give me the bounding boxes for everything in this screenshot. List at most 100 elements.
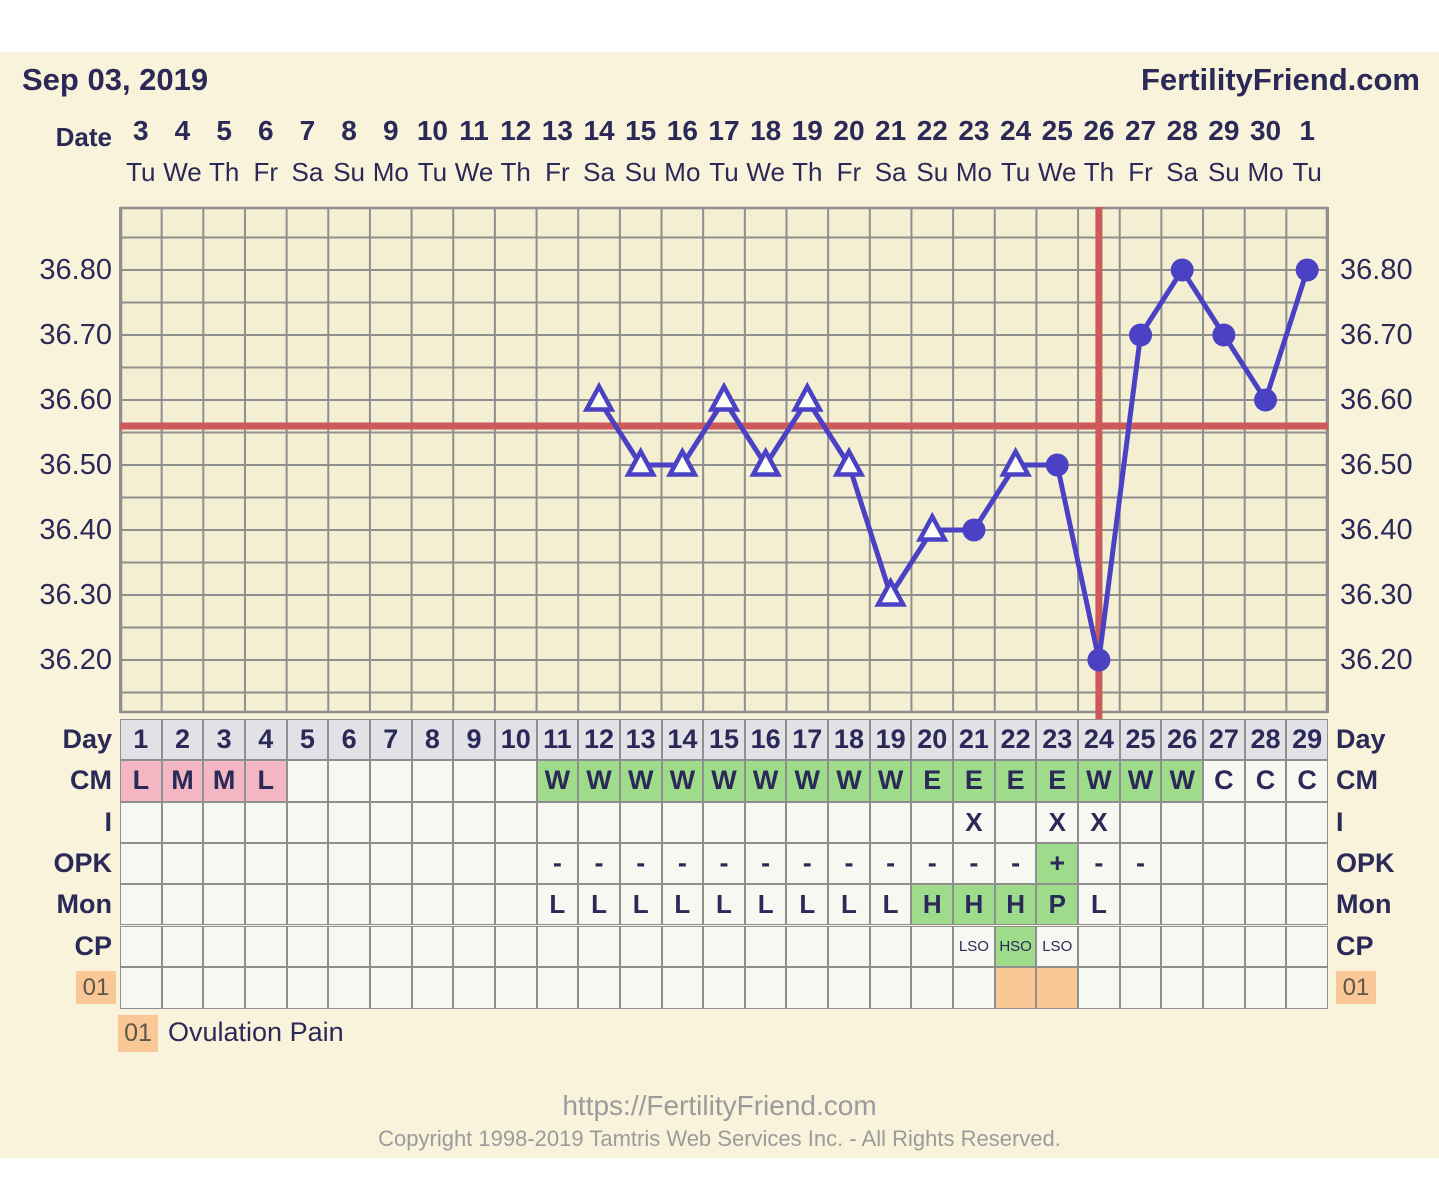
cp-cell [369,925,412,967]
day-cell: 13 [619,719,662,761]
day-cell: 4 [244,719,287,761]
weekday-abbr: Sa [1166,157,1199,187]
opk-cell: - [703,842,745,885]
page-title-date: Sep 03, 2019 [22,62,209,97]
cm-cell: W [1161,760,1204,802]
opk-cell: - [953,842,995,885]
cm-cell: W [1119,760,1162,802]
cp-cell [1203,925,1245,967]
row-label-opk: OPK [53,847,112,878]
i-cell [161,801,204,843]
opk-cell: - [911,842,954,885]
opk-cell [120,842,162,885]
y-tick-left: 36.30 [39,579,112,611]
opk-cell: + [1036,842,1079,885]
i-cell: X [1078,801,1120,843]
cp-cell [1078,925,1120,967]
y-tick-right: 36.30 [1340,579,1413,611]
i-cell [703,801,745,843]
opk-cell [494,842,537,885]
cm-cell [328,760,370,802]
i-cell: X [953,801,995,843]
i-cell [536,801,579,843]
opk-cell [411,842,454,885]
opk-cell [1286,842,1328,885]
date-number: 21 [875,115,907,146]
opk-cell [286,842,329,885]
date-number: 19 [791,115,823,146]
symbol-cell [1244,966,1287,1009]
i-cell [786,801,829,843]
cm-cell: W [619,760,662,802]
weekday-abbr: Mo [372,157,409,187]
mon-cell: L [578,884,620,926]
symbol-cell [203,966,245,1009]
cm-cell [411,760,454,802]
weekday-abbr: Su [624,157,657,187]
mon-cell [203,884,245,926]
date-number: 14 [583,115,615,146]
i-cell [411,801,454,843]
opk-cell [1161,842,1204,885]
y-tick-right: 36.70 [1340,319,1413,351]
i-cell [369,801,412,843]
opk-cell: - [828,842,870,885]
cp-cell [328,925,370,967]
cp-cell [703,925,745,967]
footer-link[interactable]: https://FertilityFriend.com [562,1090,877,1121]
cm-cell [453,760,495,802]
date-number: 17 [708,115,740,146]
row-label-mon: Mon [1336,889,1392,920]
symbol-cell [286,966,329,1009]
date-number: 16 [666,115,698,146]
cp-cell [1119,925,1162,967]
date-axis-label: Date [55,122,112,152]
weekday-abbr: We [746,157,785,187]
mon-cell [244,884,287,926]
mon-cell [369,884,412,926]
symbol-cell [1286,966,1328,1009]
row-label-day: Day [62,724,112,754]
row-label-opk: OPK [1336,847,1395,878]
day-cell: 11 [536,719,579,761]
cp-cell [911,925,954,967]
symbol-cell [911,966,954,1009]
y-tick-right: 36.20 [1340,644,1413,676]
cp-cell [619,925,662,967]
cp-cell: LSO [953,925,995,967]
date-number: 5 [216,115,232,146]
i-cell [244,801,287,843]
date-number: 24 [1000,115,1032,146]
y-tick-left: 36.50 [39,449,112,481]
cm-cell: M [203,760,245,802]
cp-cell [578,925,620,967]
i-cell [1119,801,1162,843]
y-tick-left: 36.60 [39,384,112,416]
cm-cell [286,760,329,802]
y-tick-left: 36.20 [39,644,112,676]
table-row-day: 1 2 3 4 5 6 7 8 9 10 11 12 13 14 15 16 17 18 19 20 21 22 23 24 2… [120,719,1328,761]
weekday-abbr: Su [1207,157,1240,187]
footer-copyright: Copyright 1998-2019 Tamtris Web Services… [378,1126,1061,1151]
i-cell [1203,801,1245,843]
mon-cell: L [661,884,704,926]
mon-cell [161,884,204,926]
mon-cell [286,884,329,926]
day-cell: 28 [1244,719,1287,761]
i-cell [911,801,954,843]
cm-cell: W [828,760,870,802]
i-cell [1244,801,1287,843]
day-cell: 2 [161,719,204,761]
opk-cell [203,842,245,885]
cm-cell [369,760,412,802]
y-tick-right: 36.50 [1340,449,1413,481]
cp-cell [744,925,787,967]
i-cell [744,801,787,843]
cp-cell [286,925,329,967]
date-number: 28 [1166,115,1198,146]
symbol-cell [369,966,412,1009]
weekday-abbr: Sa [583,157,615,187]
opk-cell: - [661,842,704,885]
